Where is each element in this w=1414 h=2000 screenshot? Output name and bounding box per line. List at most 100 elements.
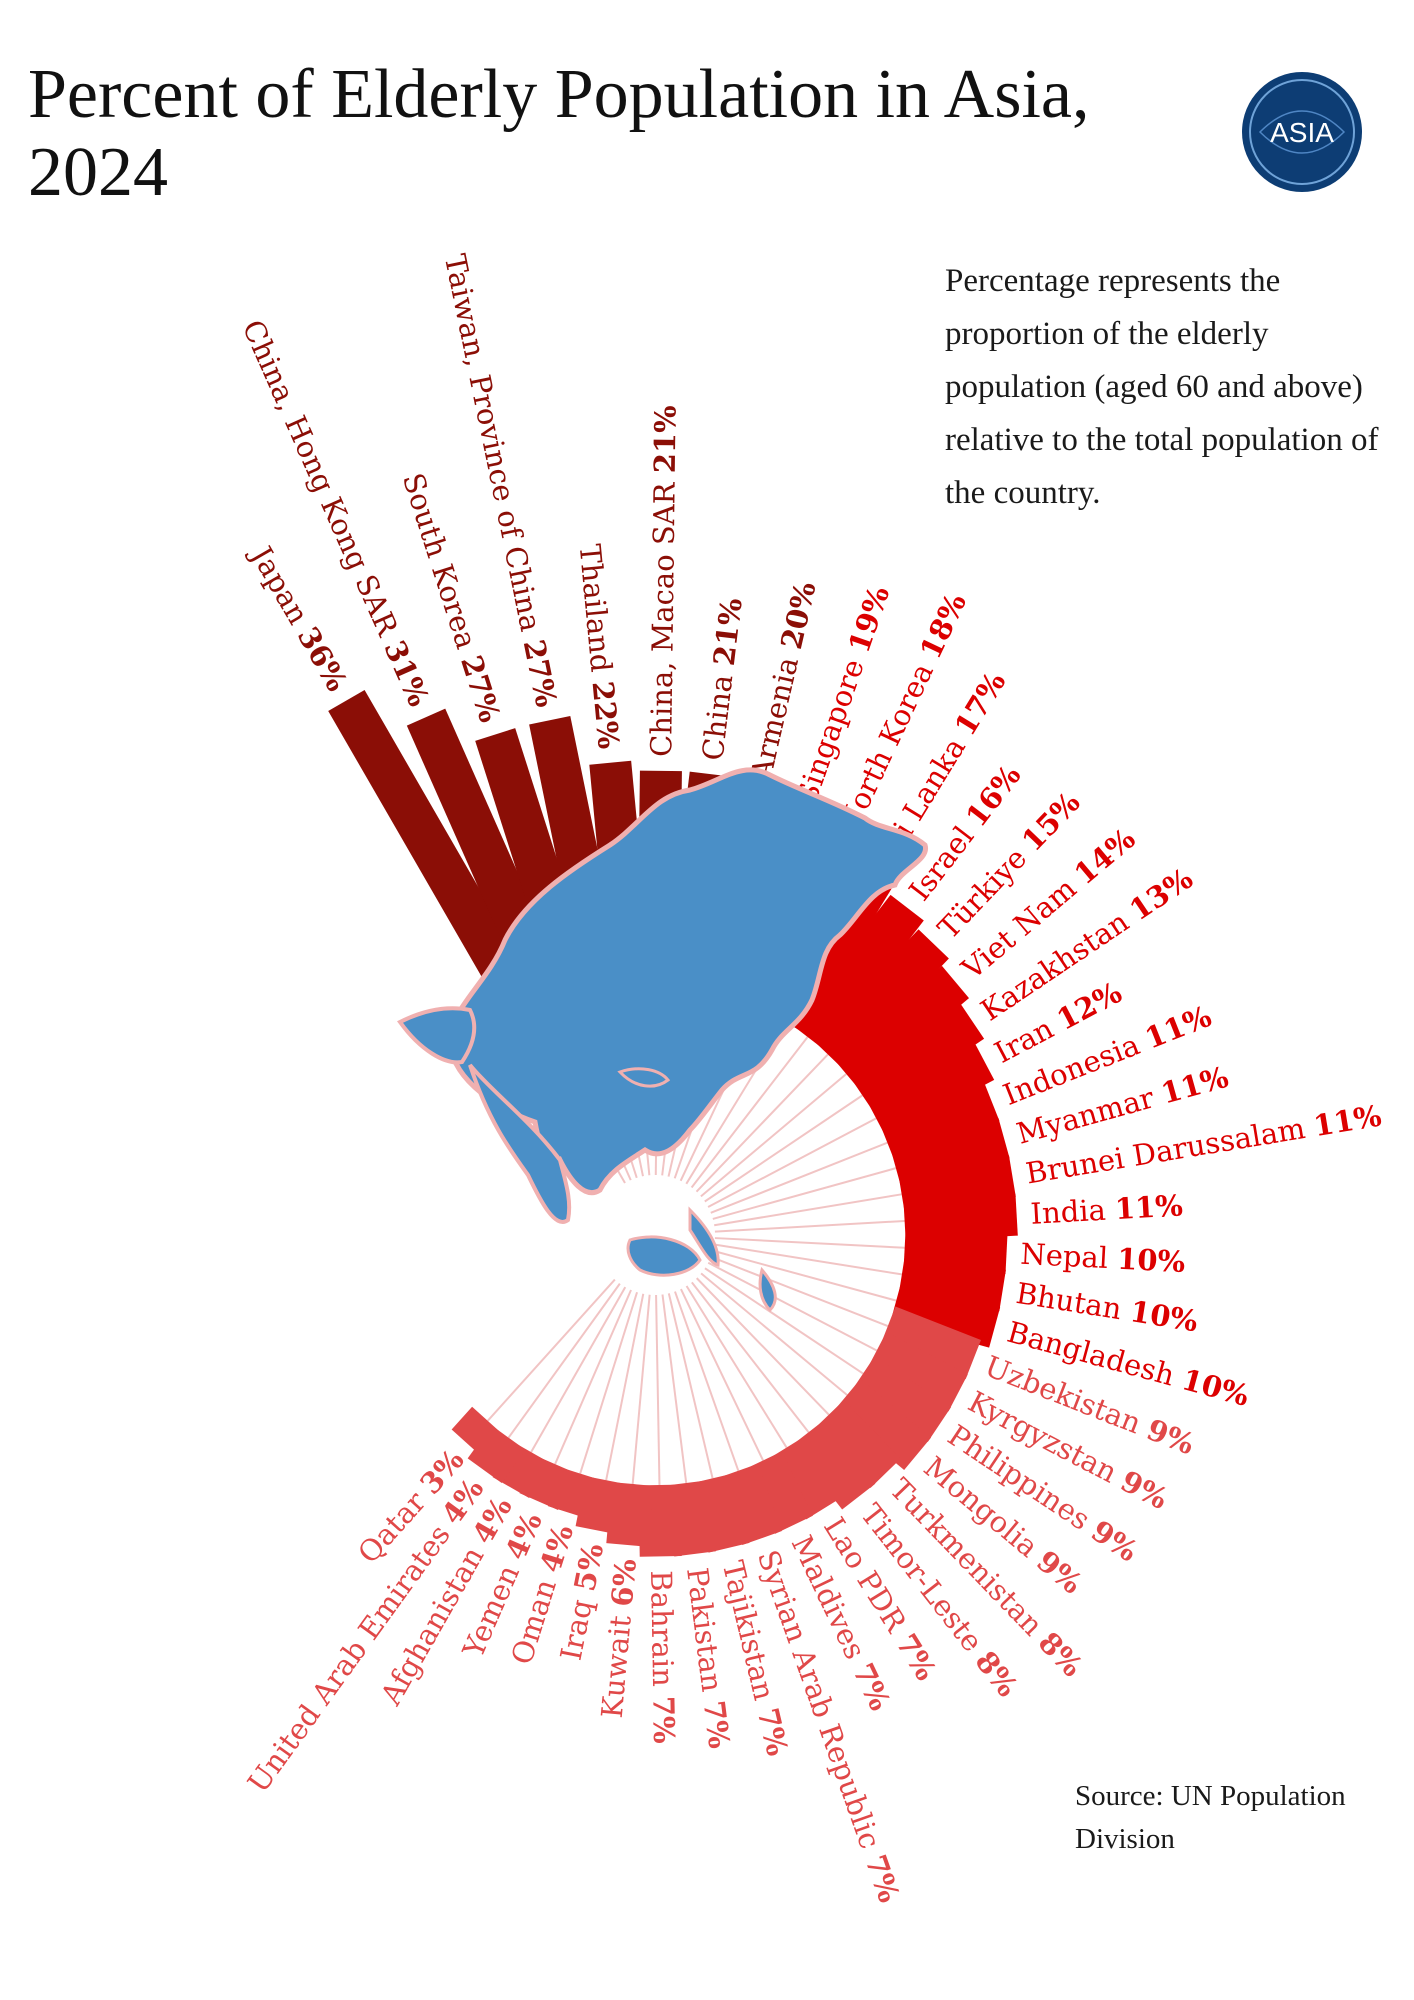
value-label: 7%: [858, 1850, 906, 1906]
spoke-yemen: [554, 1289, 632, 1465]
bar-qatar: [451, 1406, 504, 1458]
label-united-arab-emirates: United Arab Emirates 4%: [241, 1472, 490, 1799]
spoke-myanmar: [712, 1167, 897, 1220]
value-label: 21%: [648, 405, 683, 473]
value-label: 13%: [1123, 861, 1198, 927]
spoke-t-rkiye: [695, 1053, 829, 1193]
category-label: China, Macao SAR: [644, 473, 682, 757]
bar-philippines: [851, 1356, 952, 1442]
chart-note: Percentage represents the proportion of …: [945, 263, 1379, 511]
value-label: 31%: [377, 635, 436, 711]
category-label: Japan: [243, 538, 320, 638]
value-label: 11%: [1114, 1188, 1184, 1226]
label-china-macao-sar: China, Macao SAR 21%: [644, 405, 682, 757]
spoke-afghanistan: [530, 1286, 627, 1453]
bar-uzbekistan: [880, 1306, 981, 1380]
category-label: China: [695, 664, 740, 763]
spoke-kuwait: [631, 1294, 651, 1485]
value-label: 9%: [1142, 1412, 1199, 1461]
spoke-bhutan: [714, 1243, 903, 1276]
value-label: 36%: [291, 621, 354, 697]
bar-indonesia: [879, 1081, 1000, 1163]
spoke-kyrgyzstan: [707, 1261, 878, 1352]
value-label: 27%: [517, 637, 564, 710]
spoke-indonesia: [710, 1141, 888, 1214]
category-label: Bahrain: [644, 1570, 680, 1696]
spoke-united-arab-emirates: [507, 1283, 621, 1439]
value-label: 21%: [707, 596, 749, 668]
value-label: 27%: [454, 651, 507, 726]
logo-text: ASIA: [1270, 117, 1334, 148]
spoke-lao-pdr: [685, 1285, 788, 1449]
asia-mainland: [447, 767, 928, 1196]
spoke-brunei-darussalam: [714, 1193, 902, 1227]
label-thailand: Thailand 22%: [573, 543, 626, 751]
value-label: 10%: [1128, 1294, 1200, 1338]
value-label: 11%: [1311, 1098, 1384, 1143]
bar-viet-nam: [832, 965, 969, 1091]
bar-turkmenistan: [813, 1400, 901, 1488]
category-label: Kuwait: [595, 1605, 639, 1720]
asia-globe-logo-icon: ASIA: [1242, 72, 1362, 192]
category-label: Armenia: [744, 645, 808, 784]
category-label: South Korea: [396, 469, 487, 662]
category-label: Thailand: [573, 543, 620, 683]
india-region: [468, 1063, 572, 1224]
spoke-pakistan: [661, 1294, 688, 1484]
bar-kyrgyzstan: [867, 1331, 968, 1412]
value-label: 18%: [913, 588, 973, 664]
spoke-oman: [579, 1291, 638, 1474]
spoke-india: [714, 1219, 905, 1233]
value-label: 10%: [1178, 1362, 1252, 1413]
category-label: Iraq: [554, 1587, 601, 1663]
arabian-region: [397, 1006, 477, 1065]
bar-lao-pdr: [768, 1436, 843, 1520]
spoke-bahrain: [655, 1294, 661, 1485]
borneo-island: [626, 1235, 702, 1277]
spoke-tajikistan: [667, 1293, 714, 1479]
spoke-nepal: [714, 1237, 905, 1249]
spoke-iraq: [605, 1293, 645, 1481]
spoke-qatar: [486, 1278, 616, 1422]
spoke-viet-nam: [700, 1073, 847, 1198]
page-title: Percent of Elderly Population in Asia, 2…: [28, 56, 1090, 211]
label-nepal: Nepal 10%: [1020, 1237, 1186, 1279]
value-label: 11%: [1157, 1060, 1232, 1111]
spoke-bangladesh: [712, 1249, 897, 1302]
value-label: 7%: [751, 1705, 795, 1759]
bar-kazakhstan: [850, 1003, 985, 1113]
japan-island: [758, 1266, 777, 1313]
value-label: 22%: [586, 680, 626, 751]
bar-mongolia: [833, 1378, 932, 1470]
spoke-iran: [707, 1117, 877, 1208]
value-label: 7%: [646, 1696, 681, 1744]
value-label: 7%: [697, 1699, 737, 1751]
label-bahrain: Bahrain 7%: [644, 1570, 681, 1744]
spoke-syrian-arab-republic: [674, 1291, 740, 1472]
value-label: 12%: [1051, 975, 1127, 1037]
value-label: 17%: [948, 666, 1012, 742]
spoke-timor-leste: [691, 1281, 810, 1433]
bar-israel: [790, 894, 924, 1050]
value-label: 19%: [842, 582, 896, 657]
value-label: 20%: [774, 579, 822, 653]
spoke-mongolia: [700, 1272, 848, 1396]
north-island: [617, 1067, 671, 1088]
spoke-uzbekistan: [710, 1255, 889, 1328]
spoke-israel: [690, 1036, 809, 1189]
philippines-islands: [688, 1206, 720, 1267]
asia-map-icon: [397, 767, 928, 1313]
asia-logo: ASIA: [1240, 70, 1364, 194]
label-india: India 11%: [1030, 1188, 1184, 1231]
bar-japan: [328, 689, 549, 1029]
bar-timor-leste: [792, 1419, 876, 1510]
category-label: Nepal: [1020, 1237, 1119, 1276]
spoke-philippines: [704, 1267, 864, 1375]
category-label: China, Hong Kong SAR: [236, 315, 409, 649]
value-label: 10%: [1116, 1242, 1186, 1279]
bar-iran: [866, 1042, 995, 1137]
bar-bangladesh: [890, 1280, 1001, 1348]
label-china: China 21%: [695, 596, 748, 762]
bar-maldives: [744, 1451, 813, 1534]
